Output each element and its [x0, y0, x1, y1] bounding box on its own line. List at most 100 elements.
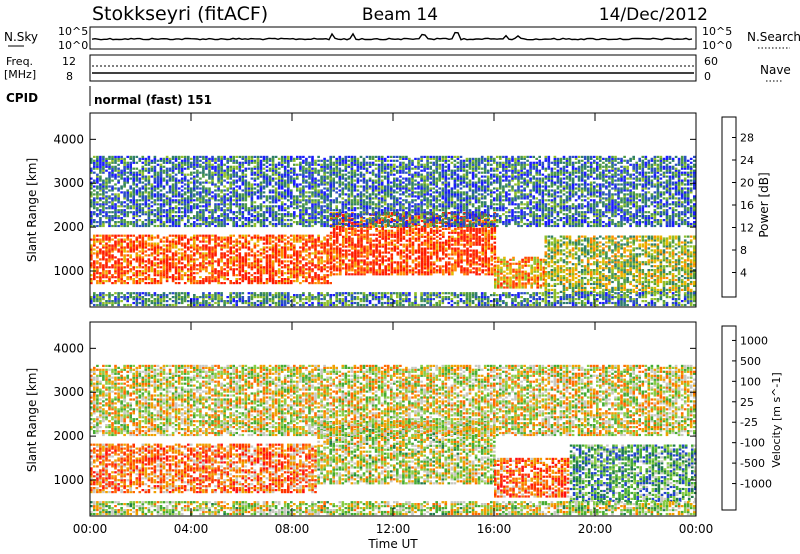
heatmap-cell	[263, 266, 266, 268]
heatmap-cell	[266, 258, 269, 260]
heatmap-cell	[126, 262, 129, 264]
heatmap-cell	[284, 239, 287, 241]
heatmap-cell	[220, 260, 223, 262]
heatmap-cell	[245, 235, 248, 237]
heatmap-cell	[260, 264, 263, 266]
heatmap-cell	[263, 239, 266, 241]
nsky-label: N.Sky	[4, 30, 38, 44]
heatmap-cell	[139, 272, 142, 274]
heatmap-cell	[220, 276, 223, 278]
heatmap-cell	[251, 262, 254, 264]
heatmap-cell	[154, 250, 157, 252]
heatmap-cell	[211, 280, 214, 282]
heatmap-cell	[190, 244, 193, 246]
heatmap-cell	[136, 244, 139, 246]
heatmap-cell	[169, 243, 172, 245]
heatmap-cell	[248, 264, 251, 266]
heatmap-cell	[187, 274, 190, 276]
heatmap-cell	[93, 272, 96, 274]
heatmap-cell	[208, 272, 211, 274]
heatmap-cell	[226, 270, 229, 272]
heatmap-cell	[205, 270, 208, 272]
heatmap-cell	[178, 274, 181, 276]
heatmap-cell	[117, 270, 120, 272]
heatmap-cell	[208, 276, 211, 278]
heatmap-cell	[211, 264, 214, 266]
heatmap-cell	[242, 260, 245, 262]
heatmap-cell	[160, 274, 163, 276]
heatmap-cell	[296, 262, 299, 264]
heatmap-cell	[272, 274, 275, 276]
heatmap-cell	[105, 262, 108, 264]
heatmap-cell	[211, 235, 214, 237]
heatmap-cell	[136, 272, 139, 274]
heatmap-cell	[169, 262, 172, 264]
heatmap-cell	[142, 243, 145, 245]
heatmap-cell	[99, 248, 102, 250]
cpid-label: CPID	[6, 91, 38, 105]
heatmap-cell	[142, 252, 145, 254]
heatmap-cell	[242, 237, 245, 239]
heatmap-cell	[269, 241, 272, 243]
heatmap-cell	[299, 260, 302, 262]
heatmap-cell	[102, 244, 105, 246]
heatmap-cell	[290, 254, 293, 256]
heatmap-cell	[99, 235, 102, 237]
heatmap-cell	[257, 262, 260, 264]
heatmap-cell	[232, 264, 235, 266]
heatmap-cell	[281, 282, 284, 284]
heatmap-cell	[157, 235, 160, 237]
heatmap-cell	[196, 244, 199, 246]
heatmap-cell	[223, 274, 226, 276]
heatmap-cell	[235, 243, 238, 245]
heatmap-cell	[278, 248, 281, 250]
heatmap-cell	[260, 254, 263, 256]
heatmap-cell	[254, 254, 257, 256]
heatmap-cell	[181, 254, 184, 256]
heatmap-cell	[93, 248, 96, 250]
heatmap-cell	[166, 256, 169, 258]
heatmap-cell	[226, 262, 229, 264]
heatmap-cell	[96, 250, 99, 252]
heatmap-cell	[136, 260, 139, 262]
heatmap-cell	[132, 235, 135, 237]
heatmap-cell	[245, 241, 248, 243]
heatmap-cell	[123, 270, 126, 272]
heatmap-cell	[287, 280, 290, 282]
heatmap-cell	[226, 274, 229, 276]
heatmap-cell	[299, 250, 302, 252]
heatmap-cell	[293, 272, 296, 274]
heatmap-cell	[272, 272, 275, 274]
heatmap-cell	[163, 256, 166, 258]
heatmap-cell	[257, 239, 260, 241]
heatmap-cell	[220, 256, 223, 258]
heatmap-cell	[166, 268, 169, 270]
heatmap-cell	[290, 248, 293, 250]
heatmap-cell	[120, 272, 123, 274]
heatmap-cell	[284, 278, 287, 280]
heatmap-cell	[123, 272, 126, 274]
heatmap-cell	[102, 239, 105, 241]
heatmap-cell	[290, 276, 293, 278]
heatmap-cell	[160, 252, 163, 254]
heatmap-cell	[169, 276, 172, 278]
heatmap-cell	[154, 243, 157, 245]
heatmap-cell	[220, 254, 223, 256]
heatmap-cell	[120, 243, 123, 245]
heatmap-cell	[178, 270, 181, 272]
heatmap-cell	[226, 241, 229, 243]
heatmap-cell	[208, 241, 211, 243]
nave-label: Nave	[760, 63, 791, 77]
heatmap-cell	[254, 244, 257, 246]
heatmap-cell	[211, 270, 214, 272]
heatmap-cell	[296, 252, 299, 254]
heatmap-cell	[193, 280, 196, 282]
heatmap-cell	[269, 239, 272, 241]
heatmap-cell	[136, 237, 139, 239]
heatmap-cell	[123, 241, 126, 243]
heatmap-cell	[178, 272, 181, 274]
heatmap-cell	[229, 235, 232, 237]
heatmap-cell	[232, 270, 235, 272]
heatmap-cell	[217, 272, 220, 274]
heatmap-cell	[284, 246, 287, 248]
